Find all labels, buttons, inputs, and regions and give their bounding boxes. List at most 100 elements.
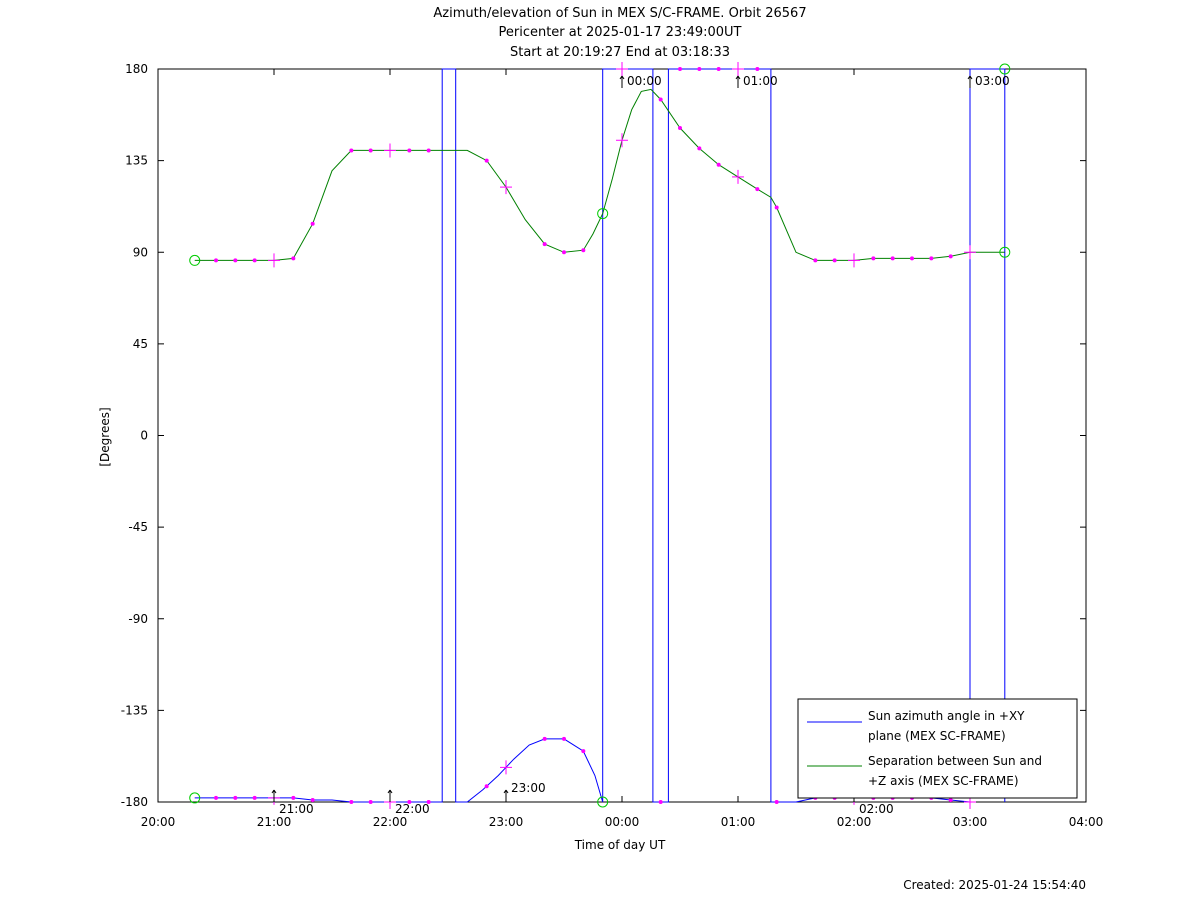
chart-title-line-1: Azimuth/elevation of Sun in MEX S/C-FRAM… [433,6,806,21]
marker-dot-1-17 [755,187,760,192]
x-axis-label: Time of day UT [574,838,666,852]
x-tick-label-5: 01:00 [721,815,756,829]
y-tick-label-2: 90 [133,245,148,259]
created-timestamp: Created: 2025-01-24 15:54:40 [903,878,1086,892]
legend: Sun azimuth angle in +XY plane (MEX SC-F… [797,698,1078,799]
marker-dot-0-14 [678,67,682,71]
y-tick-label-5: -45 [128,520,148,534]
annotation-arrow-r-0 [273,789,277,794]
annotation-label-5: 02:00 [859,802,894,816]
annotation-arrow-l-4 [735,75,739,80]
plot-area [157,68,1087,803]
marker-dot-1-7 [407,148,412,153]
x-tick-label-1: 21:00 [257,815,292,829]
marker-dot-1-6 [368,148,373,153]
series-layer [194,68,1006,803]
marker-circle-0-1 [597,796,609,808]
marker-dot-0-6 [368,800,373,804]
legend-label-azimuth-line-2: plane (MEX SC-FRAME) [868,729,1006,743]
annotation-layer: 21:00 22:00 23:00 00:00 01:00 02:00 03:00 [271,74,1010,816]
marker-dot-1-23 [910,256,914,261]
marker-dot-1-15 [697,146,702,151]
marker-dot-1-25 [948,254,953,259]
annotation-arrow-l-3 [619,75,623,80]
axis-ticks: 20:00 21:00 22:00 23:00 00:00 01:00 02:00 03:00… [121,62,1104,829]
marker-dot-0-7 [407,800,412,804]
marker-dot-0-11 [562,736,566,741]
marker-dot-1-1 [233,258,238,263]
marker-dot-1-5 [349,148,354,153]
annotation-arrow-l-6 [967,75,971,80]
y-tick-label-3: 45 [133,337,148,351]
marker-dot-1-13 [658,97,663,102]
x-tick-label-4: 00:00 [605,815,640,829]
legend-label-azimuth-line-1: Sun azimuth angle in +XY [868,709,1025,723]
marker-dot-0-25 [948,797,953,802]
x-tick-label-3: 23:00 [489,815,524,829]
chart-title-line-2: Pericenter at 2025-01-17 23:49:00UT [498,25,741,40]
marker-dot-0-12 [581,749,586,754]
annotation-arrow-r-2 [505,789,509,794]
marker-circle-1-0 [189,254,201,266]
marker-dot-1-0 [214,258,218,263]
marker-circle-0-0 [189,792,201,804]
annotation-arrow-r-3 [621,75,625,80]
x-tick-label-2: 22:00 [373,815,408,829]
x-tick-label-6: 02:00 [837,815,872,829]
chart-title-line-3: Start at 20:19:27 End at 03:18:33 [510,45,730,60]
marker-dot-1-11 [562,250,566,255]
y-tick-label-4: 0 [140,429,148,443]
marker-dot-0-9 [484,784,489,789]
marker-dot-0-1 [233,795,238,800]
marker-dot-0-4 [310,797,315,802]
marker-dot-0-8 [426,800,431,804]
marker-dot-0-10 [542,736,547,741]
marker-circle-0-2 [999,63,1011,75]
series-line-separation [194,88,1005,261]
marker-dot-1-2 [252,258,257,263]
marker-dot-1-10 [542,242,547,247]
annotation-label-6: 03:00 [975,74,1010,88]
annotation-arrow-r-4 [737,75,741,80]
marker-dot-0-13 [658,800,663,804]
marker-dot-0-3 [291,795,296,800]
marker-dot-0-5 [349,800,354,804]
marker-dot-0-17 [755,67,760,71]
marker-dot-1-14 [678,126,682,131]
x-tick-label-8: 04:00 [1069,815,1104,829]
marker-dot-1-20 [832,258,837,263]
marker-dot-1-24 [929,256,934,261]
annotation-arrow-l-2 [503,789,507,794]
marker-dot-1-16 [716,162,721,167]
annotation-label-2: 23:00 [511,781,546,795]
y-tick-label-1: 135 [125,154,148,168]
marker-dot-1-3 [291,256,296,261]
x-tick-label-7: 03:00 [953,815,988,829]
annotation-label-4: 01:00 [743,74,778,88]
marker-dot-0-15 [697,67,702,71]
y-tick-label-0: 180 [125,62,148,76]
marker-dot-1-9 [484,158,489,163]
legend-label-separation-line-2: +Z axis (MEX SC-FRAME) [868,774,1019,788]
marker-dot-1-12 [581,248,586,253]
marker-layer [189,62,1011,809]
annotation-arrow-r-6 [969,75,973,80]
annotation-arrow-r-1 [389,789,393,794]
annotation-arrow-l-1 [387,789,391,794]
y-axis-label: [Degrees] [98,407,112,466]
marker-dot-1-4 [310,221,315,226]
annotation-label-3: 00:00 [627,74,662,88]
legend-box [797,698,1078,799]
marker-dot-1-22 [890,256,895,261]
annotation-label-1: 22:00 [395,802,430,816]
marker-dot-1-19 [813,258,818,263]
y-tick-label-8: -180 [121,795,148,809]
marker-dot-0-18 [774,800,779,804]
series-line-azimuth [194,68,1006,803]
marker-circle-1-2 [999,246,1011,258]
marker-dot-1-18 [774,205,779,210]
annotation-arrow-l-0 [271,789,275,794]
marker-dot-1-8 [426,148,431,153]
y-tick-label-6: -90 [128,612,148,626]
